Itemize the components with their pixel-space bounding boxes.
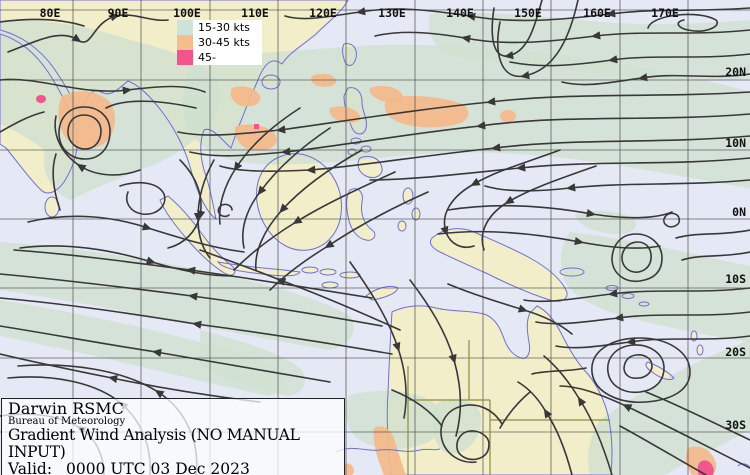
product-info-box: Darwin RSMC Bureau of Meteorology Gradie… [1,398,345,475]
lon-label: 80E [40,6,61,20]
valid-label: Valid: [8,460,53,475]
lon-label: 140E [446,6,474,20]
legend-swatch-45-plus [177,50,193,65]
lat-label: 20N [725,65,746,79]
agency-title: Darwin RSMC [8,399,124,418]
state-borders [407,340,610,475]
lat-label: 10S [725,272,746,286]
lat-label: 10N [725,136,746,150]
legend-swatch-30-45 [177,35,193,50]
lon-label: 110E [241,6,269,20]
legend-item: 45- [177,50,262,65]
agency-subtitle: Bureau of Meteorology [8,416,126,427]
lon-label: 150E [514,6,542,20]
valid-value: 0000 UTC 03 Dec 2023 [66,460,250,475]
product-name: Gradient Wind Analysis (NO MANUAL INPUT) [8,426,300,461]
wind-45kt-plus-shading [36,95,714,475]
legend-swatch-15-30 [177,20,193,35]
legend-label: 15-30 kts [193,20,262,35]
legend-item: 30-45 kts [177,35,262,50]
lat-label: 20S [725,345,746,359]
lat-label: 30S [725,418,746,432]
valid-time-row: Valid: 0000 UTC 03 Dec 2023 [8,461,344,475]
legend-label: 30-45 kts [193,35,262,50]
lon-label: 170E [651,6,679,20]
river [335,447,441,453]
lon-label: 130E [378,6,406,20]
lon-label: 160E [583,6,611,20]
lat-label: 0N [732,205,746,219]
lon-label: 120E [309,6,337,20]
lon-label: 90E [108,6,129,20]
axis-labels: 80E 90E 100E 110E 120E 130E 140E 150E 16… [40,6,746,432]
lon-label: 100E [173,6,201,20]
legend-label: 45- [193,50,262,65]
wind-speed-legend: 15-30 kts 30-45 kts 45- [177,20,262,65]
legend-item: 15-30 kts [177,20,262,35]
